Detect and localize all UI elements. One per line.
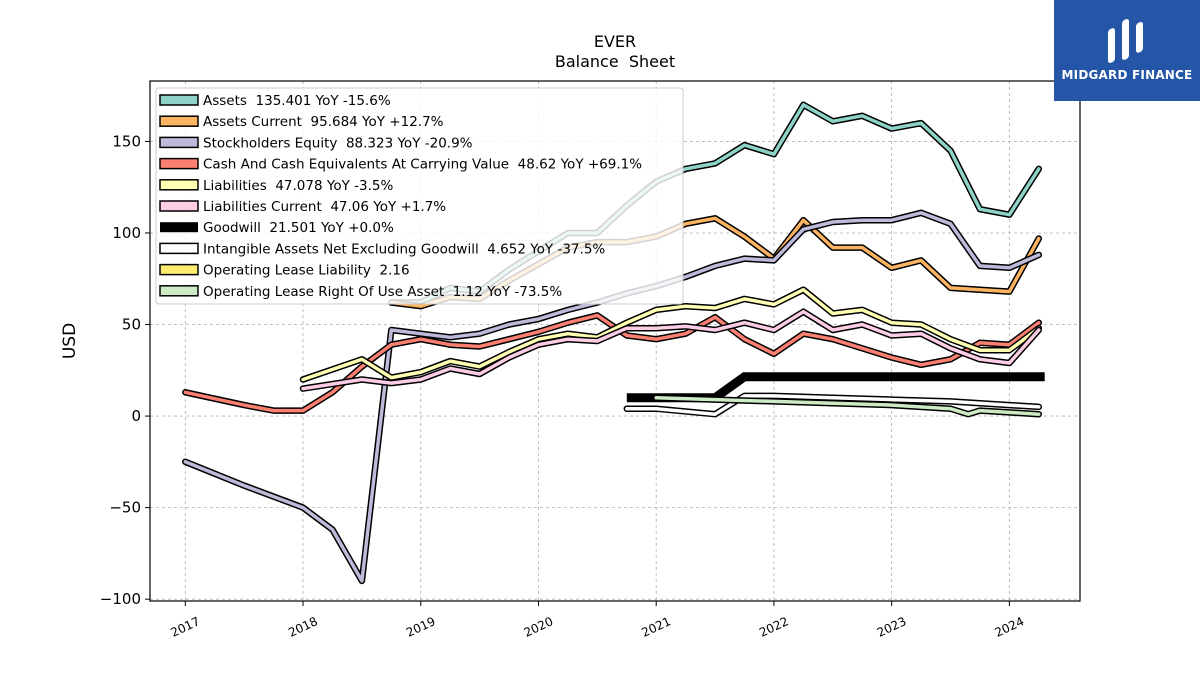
series-intangible-assets-net-excluding-goodwill (623, 392, 1043, 418)
legend-entry: Operating Lease Right Of Use Asset 1.12 … (159, 284, 562, 300)
legend-swatch (159, 115, 199, 127)
legend-label: Goodwill 21.501 YoY +0.0% (203, 220, 394, 236)
x-tick-label: 2021 (639, 614, 673, 640)
series-line (301, 287, 1041, 382)
x-tick-label: 2023 (875, 614, 909, 640)
plot-frame (149, 80, 1081, 602)
x-tick-label: 2024 (993, 614, 1027, 640)
x-tick-label: 2017 (169, 614, 203, 640)
series-operating-lease-right-of-use-asset (652, 394, 1043, 418)
series-line (654, 396, 1041, 416)
legend-entry: Liabilities 47.078 YoY -3.5% (159, 178, 393, 194)
legend-entry: Goodwill 21.501 YoY +0.0% (160, 220, 394, 236)
legend-label: Operating Lease Right Of Use Asset 1.12 … (203, 284, 562, 300)
y-tick-label: −100 (100, 590, 141, 608)
legend-label: Liabilities 47.078 YoY -3.5% (203, 178, 393, 194)
legend-swatch (159, 200, 199, 212)
legend-entry: Intangible Assets Net Excluding Goodwill… (159, 241, 605, 257)
y-axis-ticks: −100 −50 0 50 100 150 (100, 132, 150, 608)
series-cash-and-cash-equivalents-at-carrying-value (182, 312, 1043, 414)
y-tick-label: 150 (112, 132, 141, 150)
legend-swatch (159, 157, 199, 170)
y-tick-label: 0 (131, 407, 141, 425)
logo-mark-icon (1108, 19, 1143, 63)
legend-swatch (159, 285, 199, 297)
legend-label: Assets Current 95.684 YoY +12.7% (203, 114, 444, 130)
x-tick-label: 2018 (286, 614, 320, 640)
legend-swatch (159, 242, 199, 255)
x-tick-label: 2019 (404, 614, 438, 640)
y-tick-label: 100 (112, 224, 141, 242)
legend-label: Intangible Assets Net Excluding Goodwill… (203, 241, 605, 257)
legend-label: Stockholders Equity 88.323 YoY -20.9% (203, 135, 473, 151)
legend-label: Assets 135.401 YoY -15.6% (203, 93, 391, 109)
legend-box (155, 87, 684, 305)
legend-entry: Operating Lease Liability 2.16 (159, 263, 410, 279)
legend-label: Cash And Cash Equivalents At Carrying Va… (203, 157, 642, 173)
chart-title-block: EVER Balance Sheet (0, 32, 1200, 72)
legend-entry: Liabilities Current 47.06 YoY +1.7% (159, 199, 446, 215)
legend-entry: Stockholders Equity 88.323 YoY -20.9% (159, 135, 473, 151)
midgard-finance-logo: MIDGARD FINANCE (1054, 0, 1200, 101)
series-line (626, 372, 1045, 403)
x-tick-label: 2022 (757, 614, 791, 640)
series-line (625, 394, 1041, 416)
legend-label: Liabilities Current 47.06 YoY +1.7% (203, 199, 446, 215)
series-goodwill (626, 372, 1045, 403)
x-tick-label: 2020 (522, 614, 556, 640)
series-liabilities (299, 286, 1043, 383)
legend: Assets 135.401 YoY -15.6% Assets Current … (155, 87, 684, 305)
legend-swatch (159, 94, 199, 106)
series-line (183, 313, 1041, 413)
legend-swatch (160, 222, 198, 233)
chart-title: EVER (593, 32, 637, 51)
legend-entry: Assets Current 95.684 YoY +12.7% (159, 114, 444, 130)
legend-swatch (159, 136, 199, 149)
legend-entry: Cash And Cash Equivalents At Carrying Va… (159, 157, 642, 173)
logo-text: MIDGARD FINANCE (1061, 68, 1193, 82)
x-axis-ticks: 2017 2018 2019 2020 2021 2022 2023 2024 (169, 601, 1027, 640)
legend-swatch (159, 179, 199, 191)
series-line (301, 309, 1041, 391)
series-liabilities-current (299, 308, 1043, 392)
chart-subtitle: Balance Sheet (554, 52, 676, 71)
legend-label: Operating Lease Liability 2.16 (203, 263, 410, 279)
y-axis-label: USD (60, 323, 80, 359)
y-tick-label: −50 (109, 499, 141, 517)
legend-entry: Assets 135.401 YoY -15.6% (159, 93, 391, 109)
legend-swatch (159, 263, 199, 276)
y-tick-label: 50 (122, 316, 141, 334)
